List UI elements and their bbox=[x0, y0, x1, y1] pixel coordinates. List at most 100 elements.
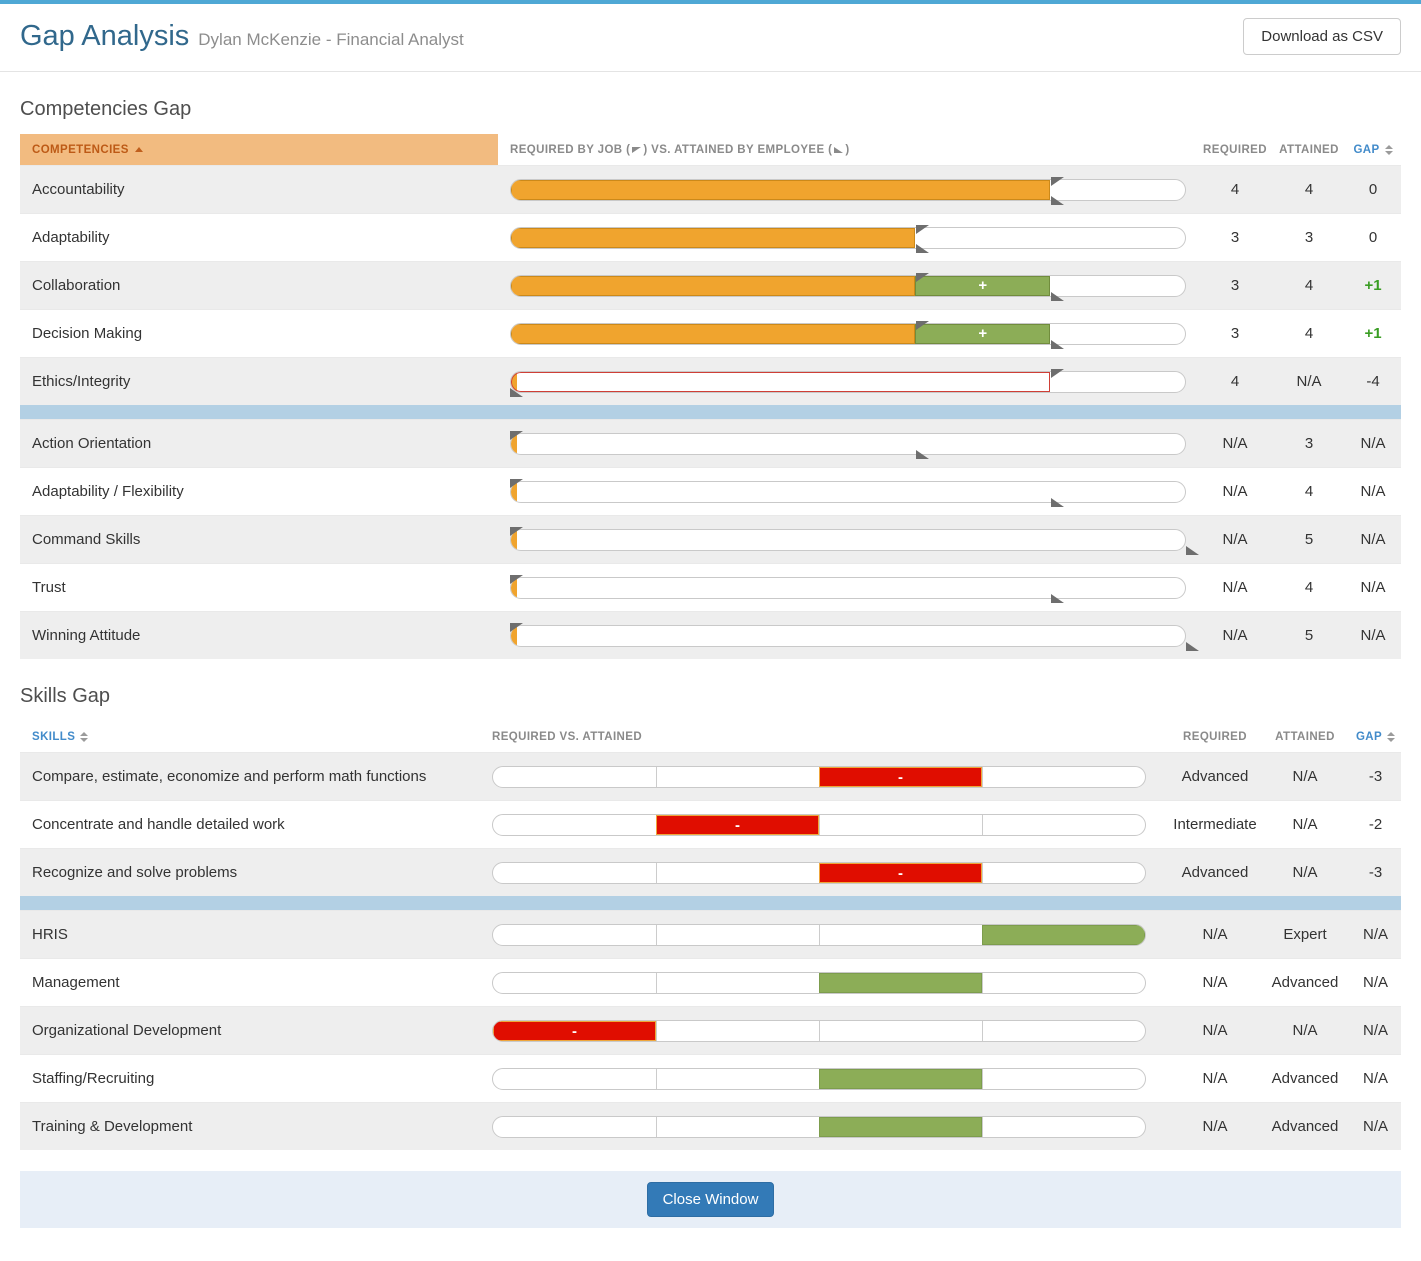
skills-header-label: SKILLS bbox=[32, 730, 76, 743]
page-title: Gap Analysis bbox=[20, 20, 190, 52]
competencies-header-label: COMPETENCIES bbox=[32, 143, 129, 156]
sort-both-icon bbox=[1387, 731, 1396, 742]
table-row: Accountability 4 4 0 bbox=[20, 165, 1401, 213]
skill-bar bbox=[492, 971, 1146, 994]
gap-value: N/A bbox=[1362, 1070, 1388, 1087]
skill-bar bbox=[492, 923, 1146, 946]
attained-value: N/A bbox=[1292, 864, 1318, 881]
table-row: Collaboration +3 4 +1 bbox=[20, 261, 1401, 309]
attained-flag-marker bbox=[1050, 593, 1064, 603]
required-flag-marker bbox=[1050, 176, 1064, 186]
bar-legend-header: REQUIRED BY JOB ( ) VS. ATTAINED BY EMPL… bbox=[498, 144, 1197, 156]
page-title-group: Gap Analysis Dylan McKenzie - Financial A… bbox=[20, 20, 464, 53]
required-value: N/A bbox=[1222, 627, 1248, 644]
attained-value: 3 bbox=[1304, 435, 1314, 452]
skill-bar-cell: - bbox=[480, 813, 1170, 836]
attained-flag-marker bbox=[510, 387, 523, 397]
gap-value: N/A bbox=[1362, 1118, 1388, 1135]
table-row: Concentrate and handle detailed work - Int… bbox=[20, 800, 1401, 848]
required-value: N/A bbox=[1222, 435, 1248, 452]
attained-value: 4 bbox=[1304, 181, 1314, 198]
skill-name: Training & Development bbox=[32, 1118, 193, 1135]
required-fill-bar bbox=[511, 227, 916, 248]
required-flag-marker bbox=[510, 430, 523, 440]
attained-value: 4 bbox=[1304, 277, 1314, 294]
competency-bar-cell bbox=[498, 574, 1197, 603]
required-flag-marker bbox=[510, 478, 523, 488]
sort-both-icon bbox=[80, 731, 89, 742]
required-value: N/A bbox=[1222, 579, 1248, 596]
skills-sort-header[interactable]: SKILLS bbox=[20, 731, 480, 743]
bar-track bbox=[492, 971, 1146, 994]
download-csv-button[interactable]: Download as CSV bbox=[1243, 18, 1401, 55]
skill-bar-cell bbox=[480, 923, 1170, 946]
footer-band: Close Window bbox=[20, 1171, 1401, 1228]
table-row: Recognize and solve problems - Advanced N/A… bbox=[20, 848, 1401, 896]
attained-value: Expert bbox=[1283, 926, 1327, 943]
required-value: Intermediate bbox=[1173, 816, 1257, 833]
skill-name: HRIS bbox=[32, 926, 68, 943]
bar-track bbox=[510, 226, 1186, 249]
cell-divider bbox=[982, 1068, 983, 1089]
attained-value: Advanced bbox=[1271, 1118, 1339, 1135]
cell-divider bbox=[982, 814, 983, 835]
table-row: Ethics/Integrity 4 N/A -4 bbox=[20, 357, 1401, 405]
gap-value: -4 bbox=[1366, 373, 1380, 390]
cell-divider bbox=[656, 862, 657, 883]
cell-divider bbox=[982, 1116, 983, 1137]
legend-text-pre: REQUIRED BY JOB ( bbox=[510, 143, 631, 156]
required-value: Advanced bbox=[1181, 768, 1249, 785]
gap-value: N/A bbox=[1360, 627, 1386, 644]
competencies-sort-header[interactable]: COMPETENCIES bbox=[20, 134, 498, 165]
required-fill-bar bbox=[511, 323, 916, 344]
gap-value: N/A bbox=[1360, 531, 1386, 548]
competency-name: Command Skills bbox=[32, 531, 141, 548]
bar-track bbox=[510, 624, 1186, 647]
competency-bar-cell bbox=[498, 224, 1197, 253]
attained-flag-icon bbox=[834, 146, 844, 153]
bar-track: - bbox=[492, 861, 1146, 884]
legend-text-mid: ) VS. ATTAINED BY EMPLOYEE ( bbox=[643, 143, 833, 156]
skills-bar-legend-header: REQUIRED VS. ATTAINED bbox=[492, 730, 643, 743]
table-row: Winning Attitude N/A 5 N/A bbox=[20, 611, 1401, 659]
attained-flag-marker bbox=[1186, 545, 1199, 555]
competency-bar bbox=[510, 478, 1186, 507]
skill-bar: - bbox=[492, 861, 1146, 884]
bar-start-sliver bbox=[511, 577, 517, 598]
top-accent-strip bbox=[0, 0, 1421, 4]
skill-bar: - bbox=[492, 813, 1146, 836]
bar-track bbox=[510, 528, 1186, 551]
attained-value: 5 bbox=[1304, 627, 1314, 644]
bar-track bbox=[510, 178, 1186, 201]
cell-divider bbox=[982, 766, 983, 787]
competency-name: Trust bbox=[32, 579, 66, 596]
bar-track: - bbox=[492, 813, 1146, 836]
table-row: Action Orientation N/A 3 N/A bbox=[20, 419, 1401, 467]
surplus-segment bbox=[982, 924, 1145, 945]
close-window-button[interactable]: Close Window bbox=[646, 1182, 775, 1217]
competency-name: Winning Attitude bbox=[32, 627, 141, 644]
attained-flag-marker bbox=[1186, 641, 1199, 651]
page-subtitle: Dylan McKenzie - Financial Analyst bbox=[198, 30, 464, 49]
competency-name: Adaptability bbox=[32, 229, 110, 246]
required-value: N/A bbox=[1222, 483, 1248, 500]
required-value: 4 bbox=[1230, 373, 1240, 390]
skill-name: Management bbox=[32, 974, 120, 991]
competency-name: Action Orientation bbox=[32, 435, 152, 452]
gap-value: N/A bbox=[1362, 926, 1388, 943]
attained-value: Advanced bbox=[1271, 1070, 1339, 1087]
cell-divider bbox=[982, 1020, 983, 1041]
deficit-segment: - bbox=[656, 814, 819, 835]
attained-value: N/A bbox=[1292, 1022, 1318, 1039]
skill-bar-cell bbox=[480, 1067, 1170, 1090]
gap-sort-header[interactable]: GAP bbox=[1350, 731, 1401, 743]
skill-bar-cell bbox=[480, 1115, 1170, 1138]
attained-value: 5 bbox=[1304, 531, 1314, 548]
required-fill-bar bbox=[511, 275, 916, 296]
competency-bar bbox=[510, 368, 1186, 397]
gap-sort-header[interactable]: GAP bbox=[1345, 144, 1401, 156]
bar-track: - bbox=[492, 765, 1146, 788]
cell-divider bbox=[819, 814, 820, 835]
bar-track: + bbox=[510, 274, 1186, 297]
bar-track bbox=[510, 370, 1186, 393]
